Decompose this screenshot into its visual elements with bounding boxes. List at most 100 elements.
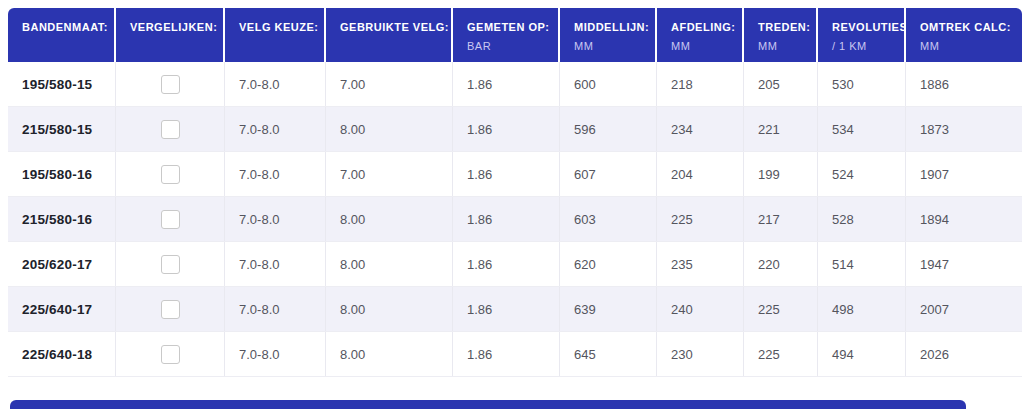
- cell-treden: 217: [744, 197, 818, 241]
- table-body: 195/580-157.0-8.07.001.86600218205530188…: [8, 62, 1022, 377]
- cell-treden: 220: [744, 242, 818, 286]
- table-row: 195/580-167.0-8.07.001.86607204199524190…: [8, 152, 1022, 197]
- compare-checkbox[interactable]: [161, 75, 180, 94]
- cell-vergelijken: [116, 197, 225, 241]
- cell-afdeling: 234: [657, 107, 744, 151]
- cell-gemeten-op: 1.86: [453, 242, 560, 286]
- cell-gebruikte-velg: 7.00: [326, 62, 453, 106]
- cell-vergelijken: [116, 107, 225, 151]
- column-header-unit: MM: [758, 40, 812, 52]
- cell-vergelijken: [116, 332, 225, 376]
- table-row: 225/640-177.0-8.08.001.86639240225498200…: [8, 287, 1022, 332]
- cell-velg-keuze: 7.0-8.0: [225, 107, 326, 151]
- cell-omtrek-calc: 1886: [906, 62, 1022, 106]
- cell-treden: 225: [744, 287, 818, 331]
- cell-afdeling: 235: [657, 242, 744, 286]
- cell-bandenmaat: 195/580-16: [8, 152, 116, 196]
- cell-bandenmaat: 215/580-16: [8, 197, 116, 241]
- cell-middellijn: 645: [560, 332, 657, 376]
- cell-omtrek-calc: 2007: [906, 287, 1022, 331]
- cell-vergelijken: [116, 62, 225, 106]
- cell-bandenmaat: 215/580-15: [8, 107, 116, 151]
- table-row: 215/580-157.0-8.08.001.86596234221534187…: [8, 107, 1022, 152]
- cell-omtrek-calc: 2026: [906, 332, 1022, 376]
- column-header-label: VERGELIJKEN:: [130, 21, 219, 33]
- cell-afdeling: 218: [657, 62, 744, 106]
- cell-revoluties: 514: [818, 242, 906, 286]
- column-header-compare: VERGELIJKEN:: [116, 8, 225, 62]
- cell-afdeling: 230: [657, 332, 744, 376]
- cell-bandenmaat: 225/640-17: [8, 287, 116, 331]
- compare-checkbox[interactable]: [161, 165, 180, 184]
- column-header-unit: / 1 KM: [832, 40, 900, 52]
- cell-vergelijken: [116, 242, 225, 286]
- next-section-header-edge: [10, 400, 966, 409]
- column-header-unit: MM: [671, 40, 738, 52]
- cell-middellijn: 600: [560, 62, 657, 106]
- cell-gemeten-op: 1.86: [453, 152, 560, 196]
- column-header-revoluties: REVOLUTIES: / 1 KM: [818, 8, 906, 62]
- cell-omtrek-calc: 1873: [906, 107, 1022, 151]
- cell-omtrek-calc: 1947: [906, 242, 1022, 286]
- cell-gemeten-op: 1.86: [453, 197, 560, 241]
- cell-treden: 221: [744, 107, 818, 151]
- column-header-label: REVOLUTIES:: [832, 21, 900, 33]
- cell-revoluties: 528: [818, 197, 906, 241]
- column-header-treden: TREDEN: MM: [744, 8, 818, 62]
- cell-velg-keuze: 7.0-8.0: [225, 332, 326, 376]
- column-header-label: AFDELING:: [671, 21, 738, 33]
- cell-velg-keuze: 7.0-8.0: [225, 242, 326, 286]
- cell-middellijn: 603: [560, 197, 657, 241]
- cell-gebruikte-velg: 8.00: [326, 332, 453, 376]
- column-header-gebruikte_velg: GEBRUIKTE VELG:: [326, 8, 453, 62]
- column-header-label: MIDDELLIJN:: [574, 21, 651, 33]
- column-header-middellijn: MIDDELLIJN: MM: [560, 8, 657, 62]
- cell-gemeten-op: 1.86: [453, 62, 560, 106]
- table-header-row: BANDENMAAT: VERGELIJKEN: VELG KEUZE: GEBRUI…: [8, 8, 1022, 62]
- column-header-omtrek_calc: OMTREK CALC:MM: [906, 8, 1022, 62]
- cell-revoluties: 534: [818, 107, 906, 151]
- column-header-size: BANDENMAAT:: [8, 8, 116, 62]
- cell-bandenmaat: 205/620-17: [8, 242, 116, 286]
- column-header-unit: BAR: [467, 40, 554, 52]
- cell-vergelijken: [116, 287, 225, 331]
- cell-middellijn: 639: [560, 287, 657, 331]
- column-header-label: VELG KEUZE:: [239, 21, 320, 33]
- cell-afdeling: 204: [657, 152, 744, 196]
- cell-omtrek-calc: 1907: [906, 152, 1022, 196]
- compare-checkbox[interactable]: [161, 255, 180, 274]
- column-header-label: GEMETEN OP:: [467, 21, 554, 33]
- table-row: 195/580-15 7.0-8.07.001.86600218205530188…: [8, 62, 1022, 107]
- table-row: 205/620-17 7.0-8.08.001.86620235220514194…: [8, 242, 1022, 287]
- cell-gebruikte-velg: 8.00: [326, 242, 453, 286]
- column-header-velg_keuze: VELG KEUZE:: [225, 8, 326, 62]
- cell-bandenmaat: 195/580-15: [8, 62, 116, 106]
- compare-checkbox[interactable]: [161, 120, 180, 139]
- cell-bandenmaat: 225/640-18: [8, 332, 116, 376]
- column-header-label: TREDEN:: [758, 21, 812, 33]
- column-header-afdeling: AFDELING: MM: [657, 8, 744, 62]
- cell-afdeling: 240: [657, 287, 744, 331]
- cell-gebruikte-velg: 8.00: [326, 107, 453, 151]
- cell-gemeten-op: 1.86: [453, 332, 560, 376]
- column-header-unit: MM: [574, 40, 651, 52]
- cell-velg-keuze: 7.0-8.0: [225, 287, 326, 331]
- cell-gemeten-op: 1.86: [453, 287, 560, 331]
- cell-omtrek-calc: 1894: [906, 197, 1022, 241]
- cell-revoluties: 498: [818, 287, 906, 331]
- compare-checkbox[interactable]: [161, 210, 180, 229]
- column-header-unit: MM: [920, 40, 1018, 52]
- cell-treden: 205: [744, 62, 818, 106]
- cell-velg-keuze: 7.0-8.0: [225, 152, 326, 196]
- cell-revoluties: 494: [818, 332, 906, 376]
- cell-revoluties: 530: [818, 62, 906, 106]
- compare-checkbox[interactable]: [161, 345, 180, 364]
- cell-velg-keuze: 7.0-8.0: [225, 197, 326, 241]
- cell-middellijn: 620: [560, 242, 657, 286]
- cell-treden: 225: [744, 332, 818, 376]
- compare-checkbox[interactable]: [161, 300, 180, 319]
- table-row: 215/580-167.0-8.08.001.86603225217528189…: [8, 197, 1022, 242]
- cell-velg-keuze: 7.0-8.0: [225, 62, 326, 106]
- cell-afdeling: 225: [657, 197, 744, 241]
- table-row: 225/640-18 7.0-8.08.001.86645230225494202…: [8, 332, 1022, 377]
